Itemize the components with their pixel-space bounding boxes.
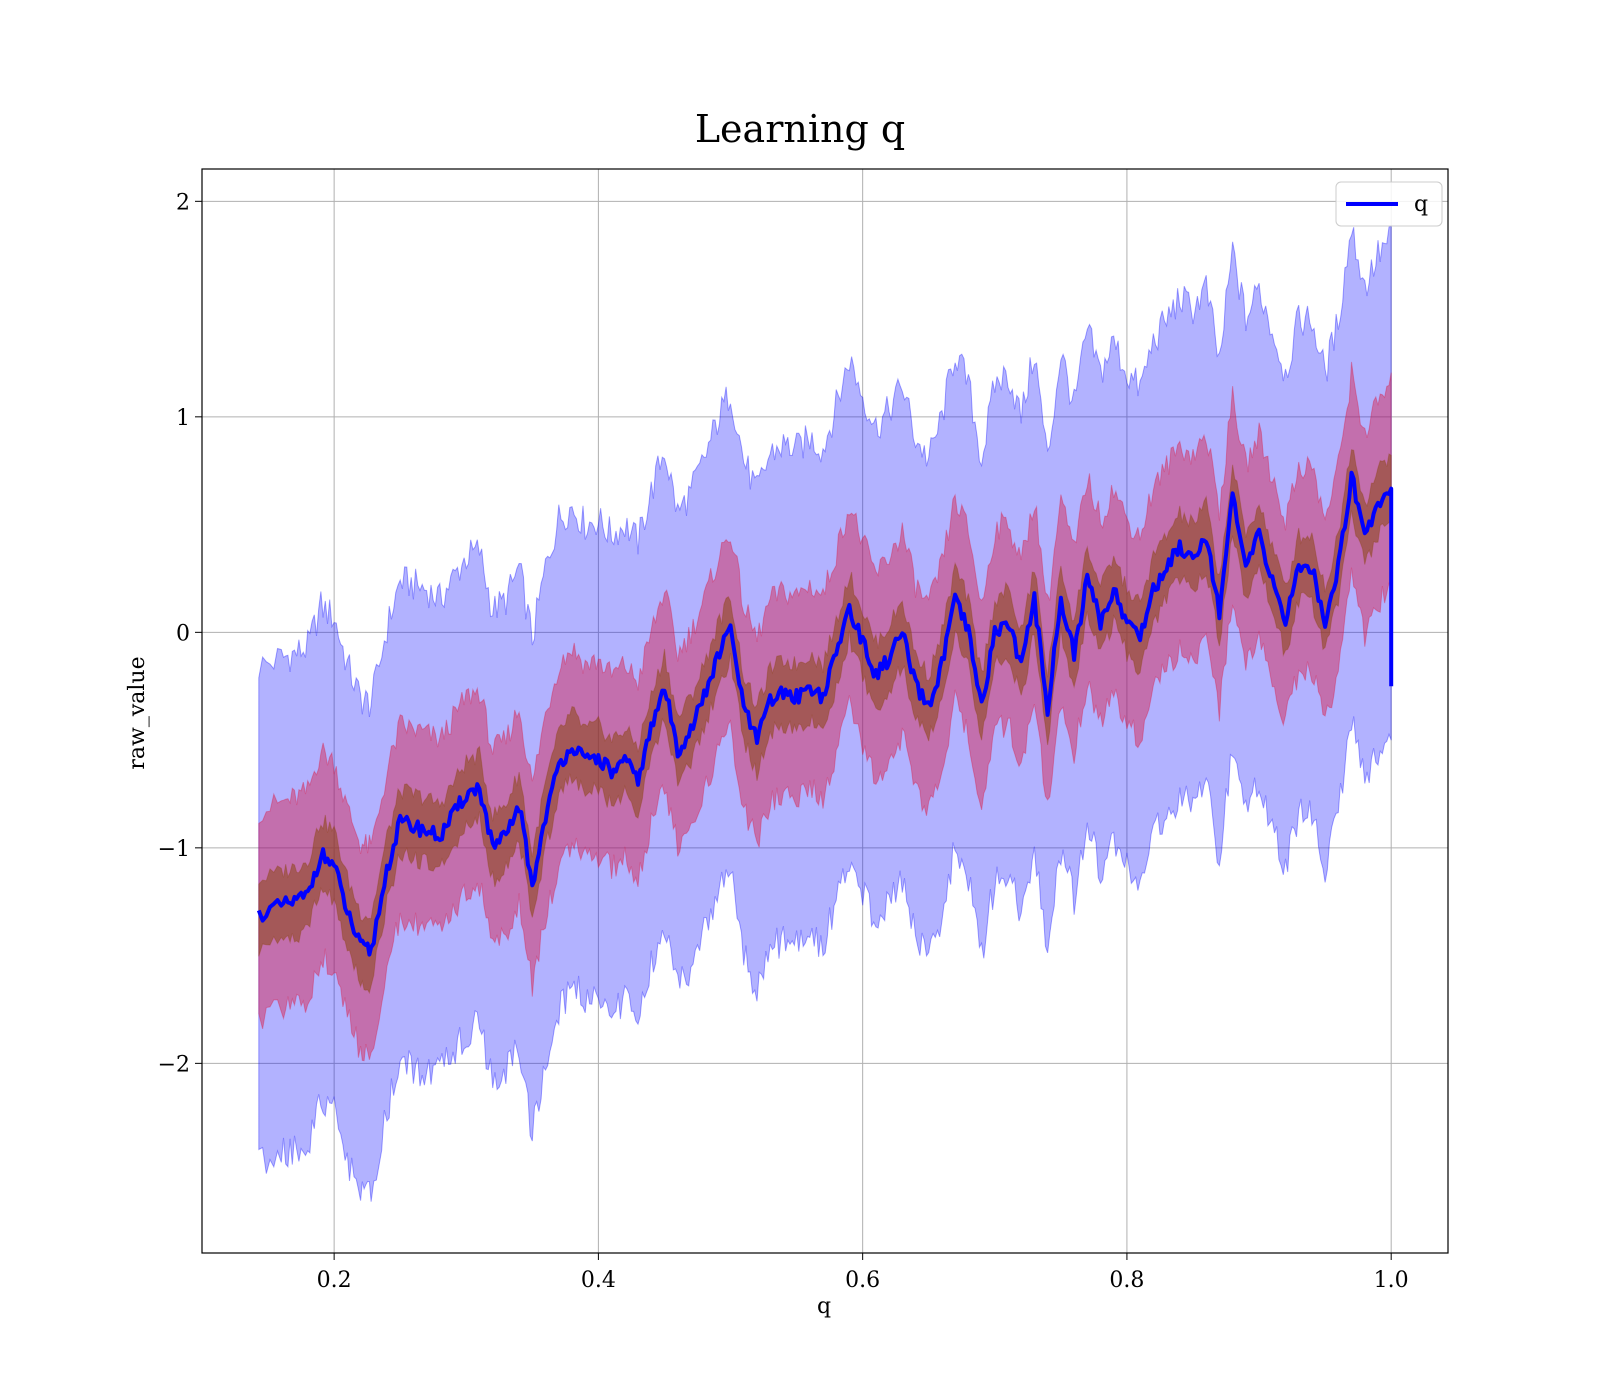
- y-tick-label: 0: [176, 621, 190, 646]
- y-tick-label: 2: [176, 190, 190, 215]
- y-tick-label: −1: [158, 837, 190, 862]
- legend-label-q: q: [1414, 192, 1428, 217]
- y-tick-label: 1: [176, 406, 190, 431]
- legend: q: [1335, 181, 1443, 227]
- x-tick-label: 0.6: [845, 1268, 880, 1293]
- x-tick-label: 0.2: [317, 1268, 352, 1293]
- y-axis-label: raw_value: [125, 656, 150, 769]
- plot-frame: [201, 168, 1449, 1254]
- series-line-q: [256, 470, 1394, 957]
- x-tick-label: 0.8: [1109, 1268, 1144, 1293]
- x-tick-label: 1.0: [1374, 1268, 1409, 1293]
- y-tick-label: −2: [158, 1052, 190, 1077]
- x-tick-label: 0.4: [581, 1268, 616, 1293]
- x-axis-label: q: [817, 1294, 831, 1319]
- plot-area: 0.2 0.4 0.6 0.8 1.0 −2 −1 0 1 2: [158, 168, 1449, 1293]
- chart-title: Learning q: [695, 107, 905, 151]
